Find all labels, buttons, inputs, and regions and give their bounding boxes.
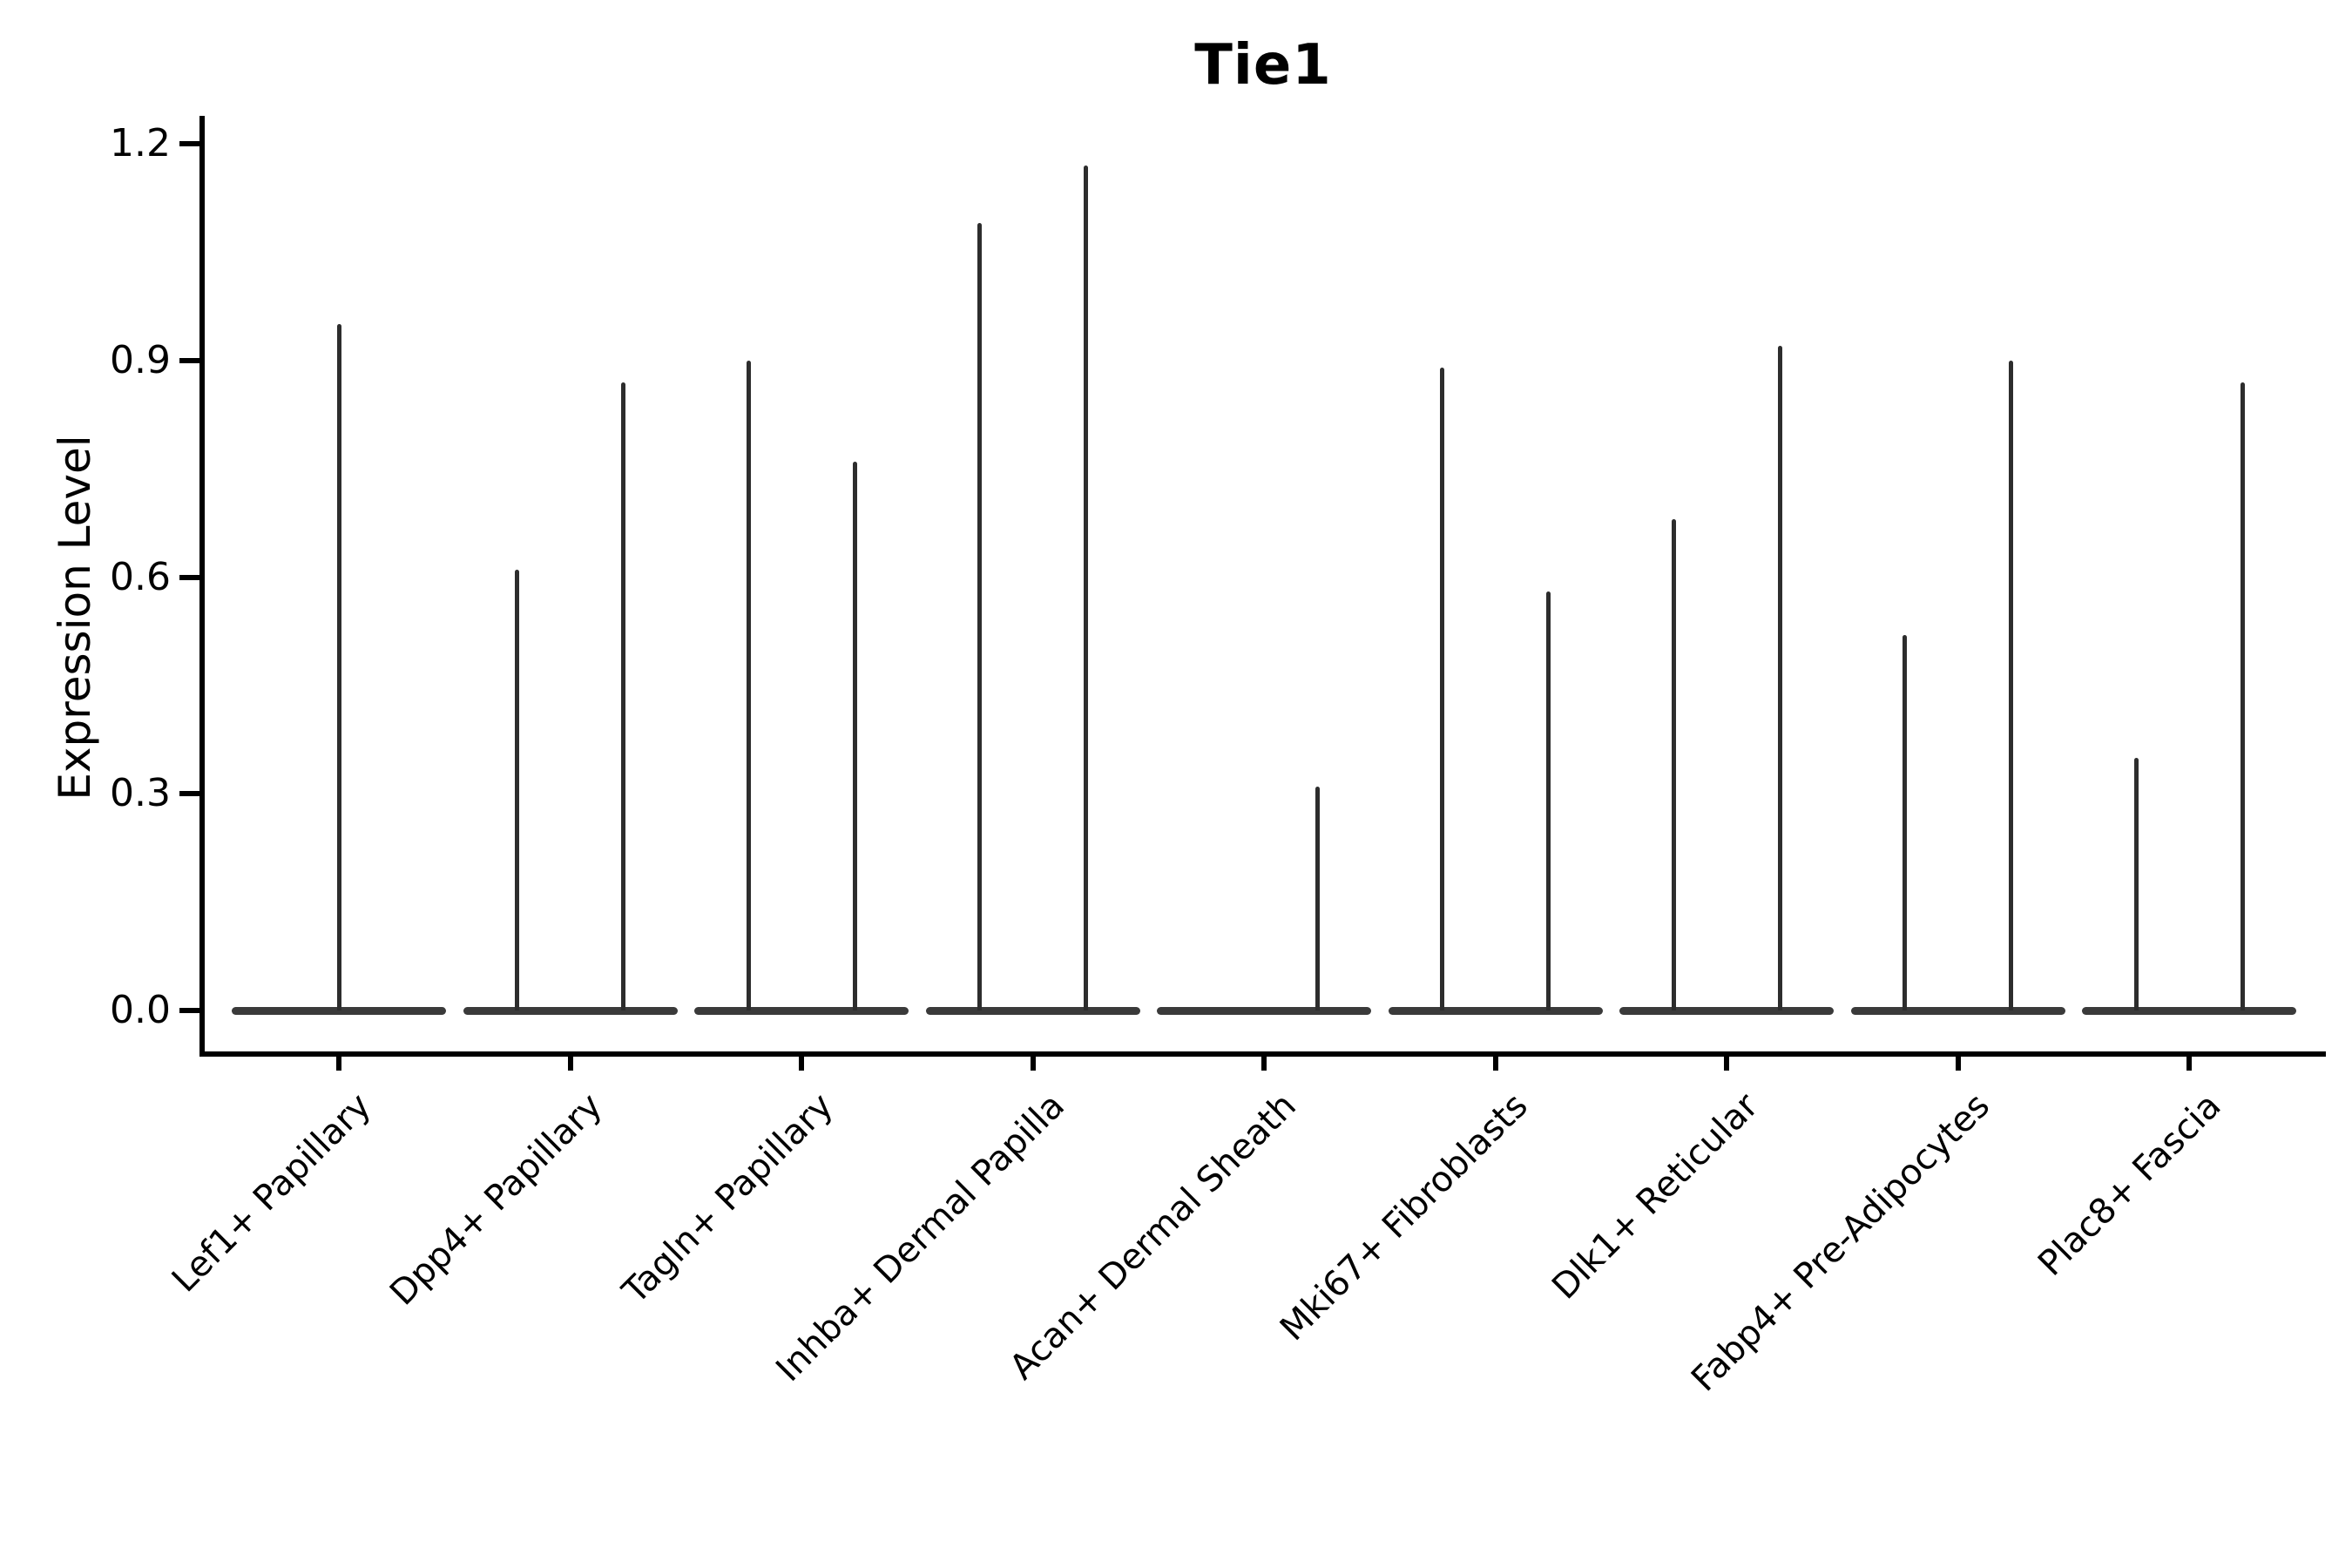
y-axis-line (199, 116, 205, 1057)
violin-spike (336, 324, 341, 1010)
x-tick (1492, 1057, 1498, 1071)
x-tick-label: Dlk1+ Reticular (1544, 1085, 1767, 1308)
y-tick-label: 0.3 (110, 771, 171, 816)
x-tick (1955, 1057, 1961, 1071)
y-tick (179, 1008, 200, 1013)
violin-spike (2240, 382, 2245, 1010)
y-tick-label: 1.2 (110, 121, 171, 166)
y-axis-title: Expression Level (50, 435, 100, 801)
violin-spike (1671, 519, 1676, 1010)
y-tick-label: 0.0 (110, 988, 171, 1032)
violin-spike (746, 360, 751, 1010)
violin-spike (2009, 360, 2013, 1010)
violin-spike (1777, 346, 1782, 1010)
violin-base (694, 1007, 909, 1015)
violin-base (463, 1007, 678, 1015)
violin-base (1850, 1007, 2065, 1015)
violin-base (232, 1007, 446, 1015)
violin-spike (977, 223, 982, 1010)
violin-spike (1084, 166, 1088, 1010)
x-tick (1724, 1057, 1729, 1071)
x-tick-label: Plac8+ Fascia (2031, 1085, 2229, 1284)
y-tick (179, 791, 200, 797)
x-tick (1261, 1057, 1267, 1071)
violin-spike (852, 461, 857, 1010)
violin-base (1157, 1007, 1371, 1015)
violin-base (925, 1007, 1140, 1015)
violin-spike (2133, 757, 2139, 1010)
y-tick-label: 0.9 (110, 337, 171, 382)
x-tick-label: Lef1+ Papillary (164, 1085, 379, 1301)
violin-spike (1315, 787, 1320, 1010)
violin-spike (515, 570, 519, 1010)
violin-base (2082, 1007, 2296, 1015)
x-tick (567, 1057, 573, 1071)
y-tick (179, 574, 200, 580)
y-tick (179, 357, 200, 363)
x-tick-label: Tagln+ Papillary (615, 1085, 841, 1312)
violin-base (1619, 1007, 1834, 1015)
x-tick-label: Dpp4+ Papillary (382, 1085, 611, 1314)
x-tick (336, 1057, 341, 1071)
violin-spike (1546, 591, 1551, 1010)
y-tick (179, 141, 200, 147)
x-tick (1030, 1057, 1036, 1071)
x-tick-label: Mki67+ Fibroblasts (1272, 1085, 1536, 1349)
violin-base (1388, 1007, 1603, 1015)
x-tick (2186, 1057, 2192, 1071)
chart-title: Tie1 (1194, 33, 1332, 98)
violin-spike (621, 382, 625, 1010)
x-tick (799, 1057, 804, 1071)
y-tick-label: 0.6 (110, 554, 171, 599)
violin-spike (1440, 368, 1444, 1010)
violin-spike (1903, 634, 1907, 1010)
x-axis-line (199, 1051, 2326, 1057)
